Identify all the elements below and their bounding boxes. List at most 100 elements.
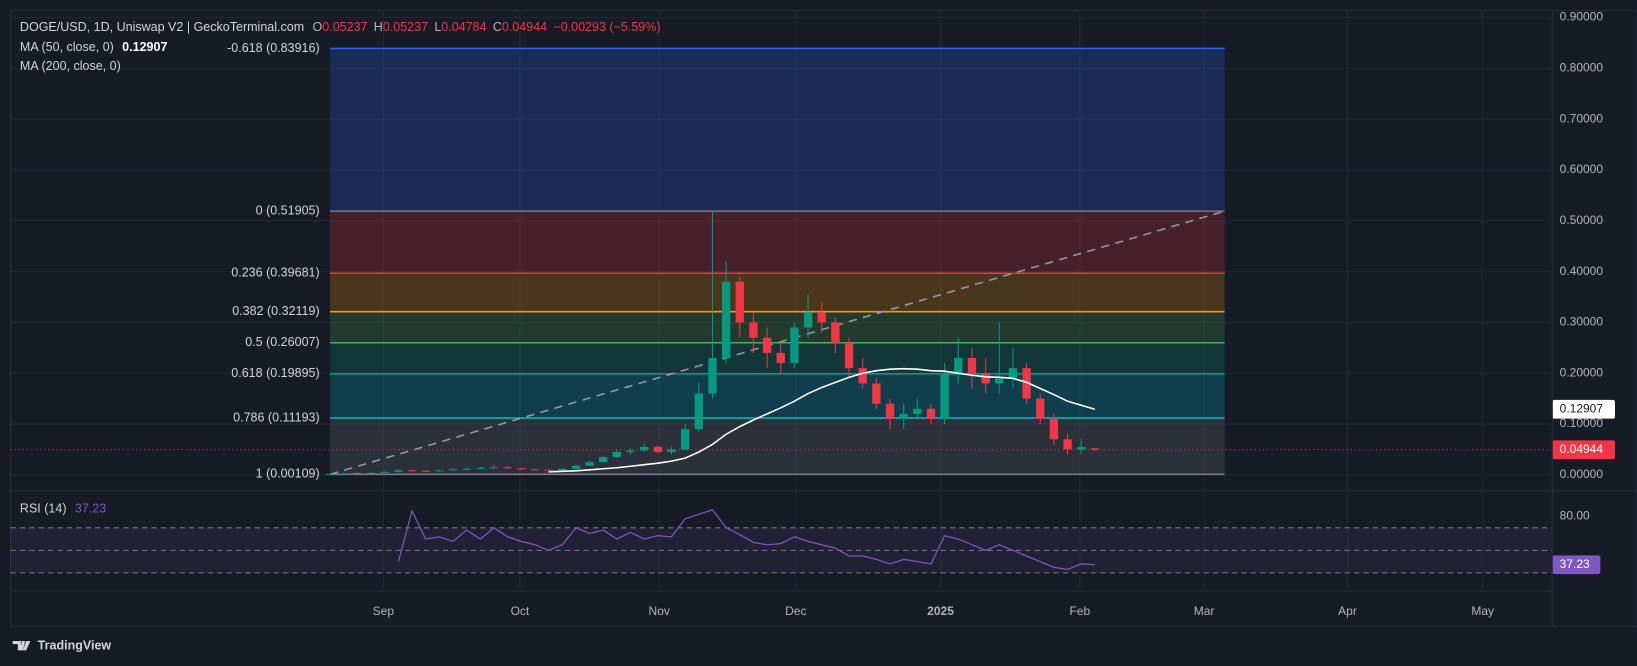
candle-body — [1022, 368, 1031, 399]
rsi-legend: RSI (14) 37.23 — [20, 502, 106, 516]
ohlc-value: 0.04784 — [441, 20, 486, 34]
fib-label: 0.618 (0.19895) — [231, 366, 319, 380]
candle-body — [954, 358, 963, 374]
ma200-legend: MA (200, close, 0) — [20, 59, 121, 73]
ma50-legend: MA (50, close, 0) 0.12907 — [20, 40, 168, 54]
fib-label: 0.236 (0.39681) — [231, 266, 319, 280]
fib-band — [330, 311, 1225, 343]
ohlc-value: 0.05237 — [322, 20, 367, 34]
y-tick-label: 0.30000 — [1560, 315, 1604, 329]
x-tick-label: Feb — [1069, 604, 1090, 618]
fib-band — [330, 417, 1225, 475]
candle-body — [448, 469, 458, 471]
indicator-value: 37.23 — [75, 502, 106, 516]
change: −0.00293 (−5.59%) — [553, 20, 660, 34]
indicator-value: 0.12907 — [122, 40, 167, 54]
candle-body — [517, 468, 526, 470]
x-tick-label: Sep — [373, 604, 395, 618]
y-tick-label: 0.00000 — [1560, 467, 1604, 481]
candle-body — [353, 472, 362, 474]
candle-body — [1049, 418, 1059, 440]
y-tick-label: 0.20000 — [1560, 365, 1604, 379]
ohlc-value: 0.05237 — [383, 20, 428, 34]
candle-body — [885, 403, 895, 419]
candle-body — [831, 322, 840, 343]
candle-body — [776, 352, 785, 364]
footer-brand: TradingView — [38, 638, 112, 652]
price-label: 0.04944 — [1560, 442, 1604, 456]
fib-band — [330, 211, 1225, 274]
candle-body — [858, 368, 867, 384]
fib-label: 0.786 (0.11193) — [233, 410, 320, 424]
ohlc-value: 0.04944 — [502, 20, 547, 34]
candle-body — [1077, 446, 1086, 450]
candle-body — [558, 468, 567, 471]
ohlc-key: O — [313, 20, 323, 34]
candle-body — [489, 467, 499, 469]
candle-body — [667, 449, 676, 453]
x-tick-label: Dec — [785, 604, 806, 618]
fib-label: 0 (0.51905) — [256, 203, 320, 217]
ma-line — [548, 367, 1096, 473]
candle-body — [626, 450, 635, 453]
y-tick-label: 0.80000 — [1560, 61, 1604, 75]
candle-body — [503, 467, 512, 469]
ohlc-key: C — [493, 20, 502, 34]
candle-body — [366, 472, 376, 474]
x-tick-label: Nov — [649, 604, 670, 618]
candle-body — [530, 469, 540, 471]
price-label: 0.12907 — [1560, 401, 1604, 415]
indicator-name: RSI (14) — [20, 502, 67, 516]
candle-body — [1063, 439, 1072, 450]
candle-body — [749, 322, 758, 338]
candle-body — [721, 281, 731, 359]
candle-body — [380, 471, 389, 473]
candle-body — [544, 469, 553, 471]
fib-label: -0.618 (0.83916) — [227, 41, 320, 55]
fib-label: 0.5 (0.26007) — [245, 335, 319, 349]
candle-body — [1090, 448, 1100, 450]
candle-body — [407, 470, 417, 472]
candle-body — [995, 378, 1004, 384]
ohlc-key: H — [374, 20, 383, 34]
fib-trendline — [329, 210, 1225, 476]
candle-body — [872, 383, 881, 404]
x-tick-label: May — [1471, 604, 1494, 618]
candle-body — [762, 337, 772, 353]
fib-label: 0.382 (0.32119) — [232, 304, 319, 318]
x-tick-label: Apr — [1338, 604, 1357, 618]
y-tick-label: 0.70000 — [1560, 111, 1604, 125]
candle-body — [653, 446, 663, 453]
candle-body — [435, 470, 444, 472]
candle-body — [708, 358, 717, 394]
candle-body — [1036, 398, 1045, 419]
candle-body — [339, 473, 348, 475]
logo — [12, 640, 31, 651]
y-tick-label: 0.50000 — [1560, 213, 1604, 227]
candle-body — [981, 373, 990, 384]
candle-body — [612, 452, 622, 458]
candle-body — [817, 312, 826, 323]
rsi-tick-label: 80.00 — [1560, 509, 1590, 523]
candle-body — [940, 373, 949, 419]
price-label-box — [1552, 440, 1615, 460]
x-tick-label: Oct — [511, 604, 530, 618]
rsi-value-label: 37.23 — [1560, 557, 1590, 571]
candle-body — [967, 358, 977, 374]
candle-body — [1008, 368, 1018, 379]
candle-body — [571, 465, 581, 469]
candle-body — [585, 462, 594, 466]
layers: Sep Oct Nov Dec 2025 Feb Mar Apr May 0.00000 0.100… — [10, 10, 1615, 618]
rsi-line — [397, 509, 1095, 571]
candle-body — [394, 470, 403, 472]
candle-body — [844, 342, 854, 369]
candle-body — [476, 467, 485, 469]
fib-band — [330, 273, 1225, 312]
rsi-label-box — [1552, 555, 1601, 575]
candle-body — [462, 468, 471, 470]
x-tick-label: 2025 — [927, 604, 954, 618]
candle-body — [694, 393, 703, 430]
symbol-text: DOGE/USD, 1D, Uniswap V2 | GeckoTerminal… — [20, 20, 304, 34]
